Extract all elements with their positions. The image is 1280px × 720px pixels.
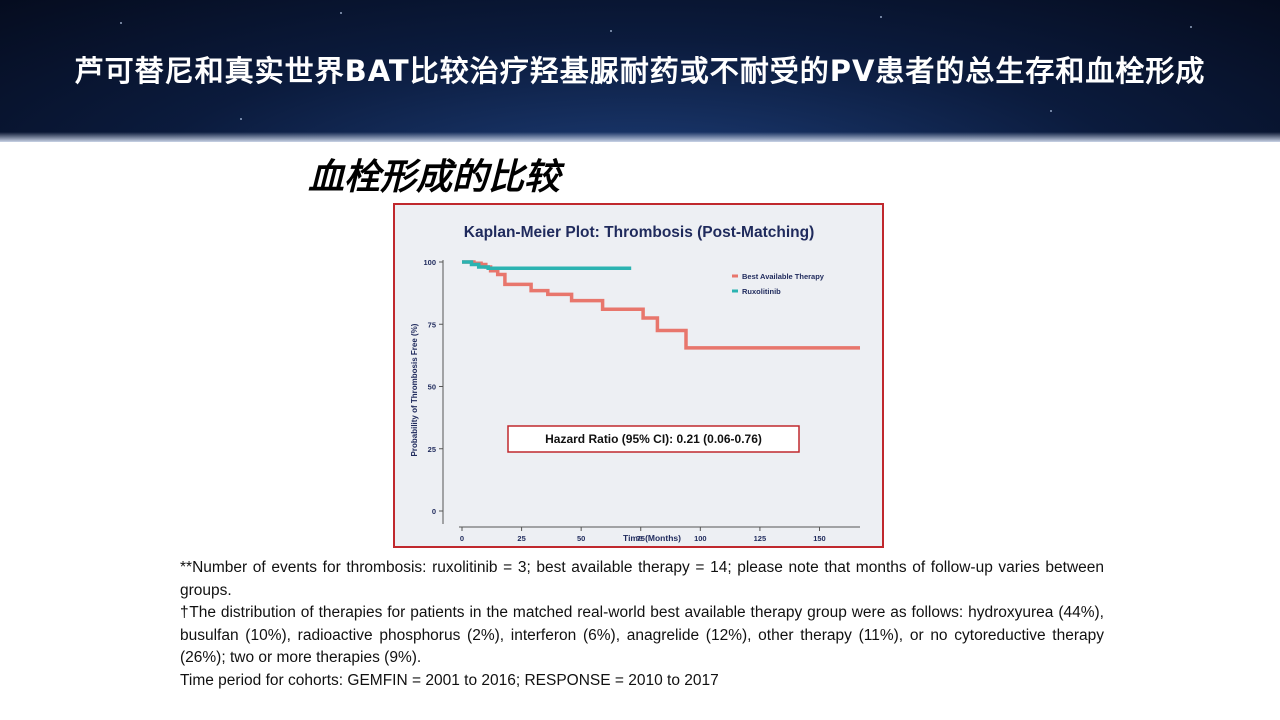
section-subtitle: 血栓形成的比较 <box>308 157 561 198</box>
star-decoration <box>240 118 242 120</box>
footnote-therapy-distribution: †The distribution of therapies for patie… <box>180 604 1104 666</box>
slide-title: 芦可替尼和真实世界BAT比较治疗羟基脲耐药或不耐受的PV患者的总生存和血栓形成 <box>74 54 1206 88</box>
chart-title: Kaplan-Meier Plot: Thrombosis (Post-Matc… <box>464 224 814 241</box>
x-tick-label: 25 <box>517 534 525 543</box>
footnote-time-period: Time period for cohorts: GEMFIN = 2001 t… <box>180 671 719 689</box>
star-decoration <box>880 16 882 18</box>
km-plot-chart: Kaplan-Meier Plot: Thrombosis (Post-Matc… <box>410 224 860 543</box>
x-tick-label: 100 <box>694 534 707 543</box>
x-tick-label: 75 <box>637 534 645 543</box>
footnote-events: **Number of events for thrombosis: ruxol… <box>180 559 1104 599</box>
x-tick-label: 50 <box>577 534 585 543</box>
km-curve-bat <box>462 260 860 350</box>
star-decoration <box>120 22 122 24</box>
x-axis-label: Time (Months) <box>623 533 681 543</box>
x-tick-label: 150 <box>813 534 826 543</box>
star-decoration <box>610 30 612 32</box>
star-decoration <box>340 12 342 14</box>
star-decoration <box>1050 110 1052 112</box>
legend-label: Ruxolitinib <box>742 287 781 296</box>
footnotes: **Number of events for thrombosis: ruxol… <box>180 557 1104 692</box>
hazard-ratio-box <box>507 425 800 453</box>
hazard-ratio-label: Hazard Ratio (95% CI): 0.21 (0.06-0.76) <box>545 432 762 446</box>
y-tick-label: 75 <box>428 320 436 329</box>
y-tick-label: 50 <box>428 383 436 392</box>
x-tick-label: 0 <box>460 534 464 543</box>
km-curve-ruxolitinib <box>462 260 632 270</box>
x-tick-label: 125 <box>754 534 767 543</box>
y-tick-label: 0 <box>432 507 436 516</box>
y-tick-label: 25 <box>428 445 436 454</box>
km-plot-figure: Kaplan-Meier Plot: Thrombosis (Post-Matc… <box>393 203 884 548</box>
y-axis-label: Probability of Thrombosis Free (%) <box>410 323 419 456</box>
star-decoration <box>1190 26 1192 28</box>
y-tick-label: 100 <box>423 258 436 267</box>
header-banner: 芦可替尼和真实世界BAT比较治疗羟基脲耐药或不耐受的PV患者的总生存和血栓形成 <box>0 0 1280 142</box>
legend-label: Best Available Therapy <box>742 272 825 281</box>
